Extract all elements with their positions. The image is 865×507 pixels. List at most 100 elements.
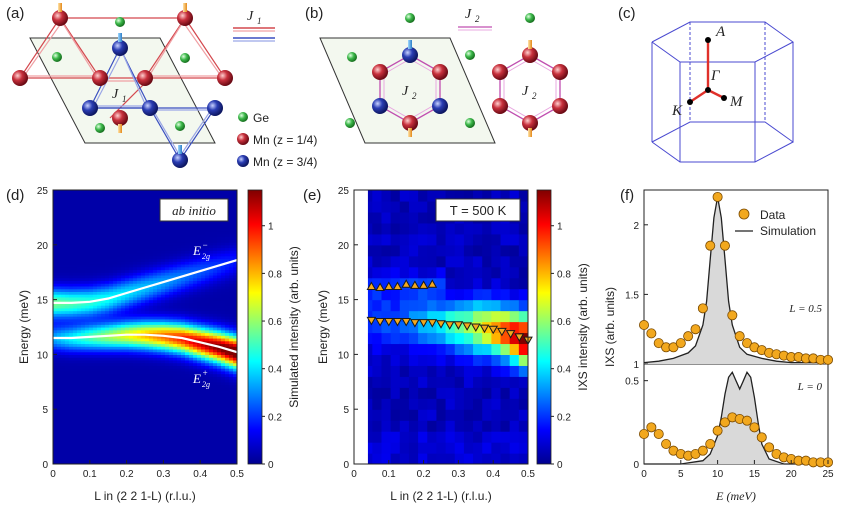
heatmap-cell [427, 376, 438, 388]
heatmap-cell [121, 247, 126, 251]
heatmap-cell [185, 190, 190, 194]
heatmap-cell [201, 365, 206, 369]
heatmap-cell [77, 403, 82, 408]
heatmap-cell [137, 244, 142, 249]
heatmap-cell [173, 302, 178, 306]
heatmap-cell [418, 222, 428, 235]
heatmap-cell [173, 447, 178, 451]
heatmap-cell [169, 365, 174, 369]
heatmap-cell [217, 392, 222, 397]
heatmap-cell [189, 455, 194, 460]
heatmap-cell [77, 302, 82, 306]
heatmap-cell [73, 313, 78, 317]
heatmap-cell [125, 305, 130, 309]
heatmap-cell [161, 357, 166, 361]
heatmap-cell [85, 392, 90, 397]
heatmap-cell [93, 379, 98, 383]
heatmap-cell [89, 285, 94, 290]
heatmap-cell [157, 348, 162, 353]
heatmap-cell [81, 220, 86, 224]
heatmap-cell [65, 198, 70, 202]
heatmap-cell [53, 203, 58, 208]
heatmap-cell [197, 390, 202, 394]
heatmap-cell [225, 220, 230, 224]
heatmap-cell [169, 381, 174, 386]
heatmap-cell [149, 324, 154, 328]
heatmap-cell [65, 261, 70, 265]
heatmap-cell [109, 439, 114, 443]
heatmap-cell [97, 447, 102, 451]
heatmap-cell [61, 431, 66, 435]
heatmap-cell [201, 291, 206, 295]
heatmap-cell [177, 365, 182, 369]
heatmap-cell [177, 263, 182, 268]
heatmap-cell [153, 417, 158, 421]
heatmap-cell [185, 307, 190, 312]
heatmap-cell [189, 283, 194, 287]
heatmap-cell [201, 343, 206, 347]
heatmap-cell [69, 327, 74, 331]
heatmap-cell [121, 280, 126, 284]
heatmap-cell [125, 280, 130, 284]
heatmap-cell [169, 283, 174, 287]
heatmap-cell [121, 354, 126, 358]
heatmap-cell [173, 428, 178, 432]
heatmap-cell [97, 195, 102, 199]
heatmap-cell [101, 461, 106, 464]
heatmap-cell [193, 414, 198, 419]
heatmap-cell [69, 214, 74, 218]
heatmap-cell [137, 214, 142, 218]
heatmap-cell [77, 395, 82, 399]
heatmap-cell [390, 288, 401, 301]
heatmap-cell [133, 269, 138, 273]
heatmap-cell [363, 442, 373, 454]
heatmap-cell [121, 209, 126, 213]
heatmap-cell [89, 272, 94, 276]
heatmap-cell [193, 280, 198, 284]
heatmap-cell [169, 195, 174, 199]
heatmap-cell [113, 274, 118, 279]
heatmap-cell [205, 313, 210, 317]
heatmap-cell [117, 420, 122, 424]
heatmap-cell [65, 376, 70, 380]
spin-arrow [528, 128, 532, 137]
heatmap-cell [117, 379, 122, 383]
heatmap-cell [145, 422, 150, 427]
heatmap-cell [117, 280, 122, 284]
heatmap-cell [177, 387, 182, 391]
heatmap-cell [169, 266, 174, 271]
heatmap-cell [193, 357, 198, 361]
heatmap-cell [233, 458, 237, 462]
heatmap-cell [213, 431, 218, 435]
heatmap-cell [61, 447, 66, 451]
heatmap-cell [197, 195, 202, 199]
heatmap-cell [137, 283, 142, 287]
heatmap-cell [217, 409, 222, 413]
heatmap-cell [436, 222, 447, 235]
heatmap-cell [85, 417, 90, 421]
heatmap-cell [69, 291, 74, 295]
heatmap-cell [229, 453, 234, 457]
heatmap-cell [225, 266, 230, 271]
heatmap-cell [97, 439, 102, 443]
heatmap-cell [201, 233, 206, 238]
heatmap-cell [233, 261, 237, 265]
heatmap-cell [225, 335, 230, 339]
heatmap-cell [129, 351, 134, 355]
heatmap-cell [53, 307, 58, 312]
heatmap-cell [57, 357, 62, 361]
heatmap-cell [141, 433, 146, 438]
heatmap-cell [81, 439, 86, 443]
heatmap-cell [149, 316, 154, 320]
heatmap-cell [129, 327, 134, 331]
heatmap-cell [233, 239, 237, 243]
heatmap-cell [73, 302, 78, 306]
heatmap-cell [157, 285, 162, 290]
heatmap-cell [65, 370, 70, 375]
heatmap-cell [53, 335, 58, 339]
heatmap-cell [157, 392, 162, 397]
heatmap-cell [89, 340, 94, 345]
heatmap-cell [93, 351, 98, 355]
heatmap-cell [225, 395, 230, 399]
heatmap-cell [189, 233, 194, 238]
